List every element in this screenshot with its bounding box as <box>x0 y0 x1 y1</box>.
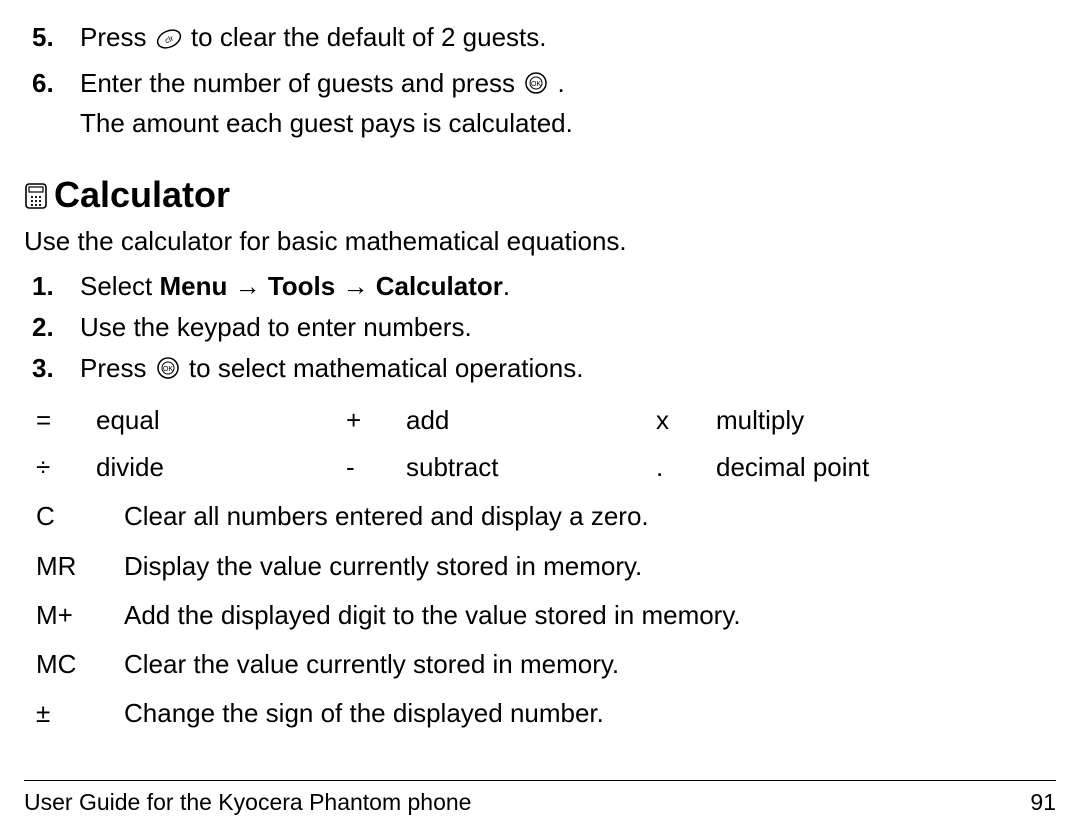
arrow-icon: → <box>227 271 267 301</box>
operator-symbol: x <box>656 403 716 438</box>
function-key: ± <box>36 696 124 731</box>
operator-symbol: = <box>36 403 96 438</box>
calculator-icon <box>24 182 48 210</box>
step-body: Press OK to select mathematical operatio… <box>80 351 1056 389</box>
operator-desc: add <box>406 403 656 438</box>
function-desc: Add the displayed digit to the value sto… <box>124 598 1056 633</box>
step-text: Press <box>80 353 154 383</box>
operator-desc: decimal point <box>716 450 916 485</box>
step-body: Select Menu → Tools → Calculator. <box>80 269 1056 304</box>
ok-key-icon: OK <box>524 69 548 104</box>
function-table: C Clear all numbers entered and display … <box>36 499 1056 730</box>
function-key: MR <box>36 549 124 584</box>
section-title: Calculator <box>54 171 230 220</box>
svg-text:OK: OK <box>163 366 173 373</box>
page-number: 91 <box>1030 787 1056 818</box>
function-desc: Clear all numbers entered and display a … <box>124 499 1056 534</box>
operator-symbol: ÷ <box>36 450 96 485</box>
function-desc: Clear the value currently stored in memo… <box>124 647 1056 682</box>
arrow-icon: → <box>335 271 375 301</box>
table-row: M+ Add the displayed digit to the value … <box>36 598 1056 633</box>
calculator-steps-list: 1. Select Menu → Tools → Calculator. 2. … <box>32 269 1056 389</box>
step-text: . <box>558 68 565 98</box>
section-heading: Calculator <box>24 171 1056 220</box>
step-3: 3. Press OK to select mathematical opera… <box>32 351 1056 389</box>
step-text: Press <box>80 22 154 52</box>
step-number: 6. <box>32 66 80 143</box>
step-text: to clear the default of 2 guests. <box>191 22 547 52</box>
table-row: MR Display the value currently stored in… <box>36 549 1056 584</box>
step-number: 3. <box>32 351 80 389</box>
svg-text:clr: clr <box>163 33 175 45</box>
operator-desc: subtract <box>406 450 656 485</box>
prior-steps-list: 5. Press clr to clear the default of 2 g… <box>32 20 1056 143</box>
menu-path-part: Calculator <box>376 271 503 301</box>
operator-symbol: - <box>346 450 406 485</box>
step-body: Press clr to clear the default of 2 gues… <box>80 20 1056 60</box>
operator-desc: equal <box>96 403 346 438</box>
step-1: 1. Select Menu → Tools → Calculator. <box>32 269 1056 304</box>
step-number: 1. <box>32 269 80 304</box>
step-number: 5. <box>32 20 80 60</box>
function-key: MC <box>36 647 124 682</box>
function-key: C <box>36 499 124 534</box>
operator-symbol: . <box>656 450 716 485</box>
operator-desc: divide <box>96 450 346 485</box>
function-key: M+ <box>36 598 124 633</box>
step-body: Enter the number of guests and press OK … <box>80 66 1056 143</box>
table-row: ± Change the sign of the displayed numbe… <box>36 696 1056 731</box>
step-body: Use the keypad to enter numbers. <box>80 310 1056 345</box>
step-text: Select <box>80 271 160 301</box>
step-number: 2. <box>32 310 80 345</box>
menu-path-part: Menu <box>160 271 228 301</box>
table-row: MC Clear the value currently stored in m… <box>36 647 1056 682</box>
step-text: . <box>503 271 510 301</box>
step-text: to select mathematical operations. <box>189 353 584 383</box>
operator-grid: = equal + add x multiply ÷ divide - subt… <box>36 403 1056 485</box>
svg-text:OK: OK <box>531 81 541 88</box>
operator-symbol: + <box>346 403 406 438</box>
table-row: C Clear all numbers entered and display … <box>36 499 1056 534</box>
step-text: The amount each guest pays is calculated… <box>80 106 1056 141</box>
step-5: 5. Press clr to clear the default of 2 g… <box>32 20 1056 60</box>
function-desc: Display the value currently stored in me… <box>124 549 1056 584</box>
step-text: Enter the number of guests and press <box>80 68 522 98</box>
function-desc: Change the sign of the displayed number. <box>124 696 1056 731</box>
step-6: 6. Enter the number of guests and press … <box>32 66 1056 143</box>
operator-desc: multiply <box>716 403 916 438</box>
section-subtitle: Use the calculator for basic mathematica… <box>24 224 1056 259</box>
page-footer: User Guide for the Kyocera Phantom phone… <box>24 780 1056 818</box>
footer-title: User Guide for the Kyocera Phantom phone <box>24 787 471 818</box>
menu-path-part: Tools <box>268 271 335 301</box>
step-2: 2. Use the keypad to enter numbers. <box>32 310 1056 345</box>
ok-key-icon: OK <box>156 354 180 389</box>
clear-key-icon: clr <box>156 23 182 58</box>
